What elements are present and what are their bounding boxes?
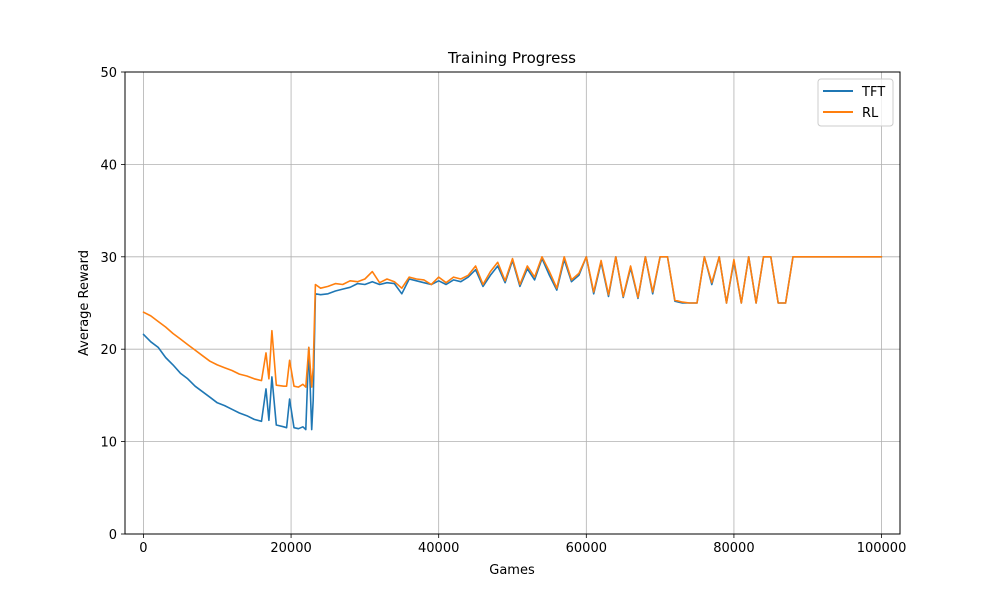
y-tick-label: 50 [100, 66, 117, 81]
y-tick-label: 20 [100, 343, 117, 358]
legend: TFT RL [818, 79, 893, 126]
x-tick-label: 20000 [270, 541, 311, 556]
y-tick-label: 30 [100, 251, 117, 266]
y-tick-label: 40 [100, 158, 117, 173]
legend-label-rl: RL [862, 106, 879, 121]
y-tick-label: 0 [109, 528, 117, 543]
y-axis-label: Average Reward [77, 250, 92, 356]
x-tick-label: 60000 [566, 541, 607, 556]
y-tick-label: 10 [100, 436, 117, 451]
x-axis-label: Games [489, 563, 535, 578]
x-tick-label: 0 [139, 541, 147, 556]
x-tick-label: 100000 [857, 541, 907, 556]
x-tick-label: 40000 [418, 541, 459, 556]
legend-label-tft: TFT [861, 85, 885, 100]
x-tick-label: 80000 [713, 541, 754, 556]
chart-title: Training Progress [447, 49, 576, 67]
